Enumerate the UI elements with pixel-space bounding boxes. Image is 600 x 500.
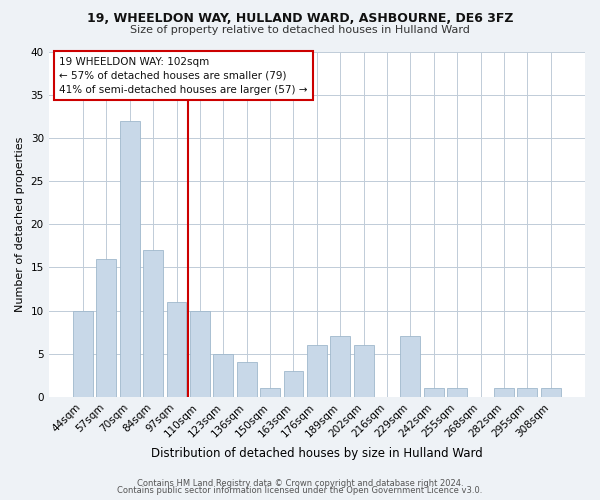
Bar	[447, 388, 467, 397]
Bar	[73, 310, 93, 397]
Bar	[353, 345, 374, 397]
Bar	[307, 345, 327, 397]
Bar	[143, 250, 163, 397]
Bar	[284, 371, 304, 397]
Bar	[97, 259, 116, 397]
Bar	[120, 120, 140, 397]
Text: 19, WHEELDON WAY, HULLAND WARD, ASHBOURNE, DE6 3FZ: 19, WHEELDON WAY, HULLAND WARD, ASHBOURN…	[87, 12, 513, 26]
Text: Contains public sector information licensed under the Open Government Licence v3: Contains public sector information licen…	[118, 486, 482, 495]
Bar	[330, 336, 350, 397]
Text: Size of property relative to detached houses in Hulland Ward: Size of property relative to detached ho…	[130, 25, 470, 35]
Bar	[167, 302, 187, 397]
Text: Contains HM Land Registry data © Crown copyright and database right 2024.: Contains HM Land Registry data © Crown c…	[137, 478, 463, 488]
X-axis label: Distribution of detached houses by size in Hulland Ward: Distribution of detached houses by size …	[151, 447, 483, 460]
Bar	[541, 388, 560, 397]
Text: 19 WHEELDON WAY: 102sqm
← 57% of detached houses are smaller (79)
41% of semi-de: 19 WHEELDON WAY: 102sqm ← 57% of detache…	[59, 56, 308, 94]
Bar	[400, 336, 421, 397]
Bar	[494, 388, 514, 397]
Bar	[214, 354, 233, 397]
Bar	[517, 388, 537, 397]
Bar	[237, 362, 257, 397]
Bar	[190, 310, 210, 397]
Bar	[260, 388, 280, 397]
Y-axis label: Number of detached properties: Number of detached properties	[15, 136, 25, 312]
Bar	[424, 388, 443, 397]
